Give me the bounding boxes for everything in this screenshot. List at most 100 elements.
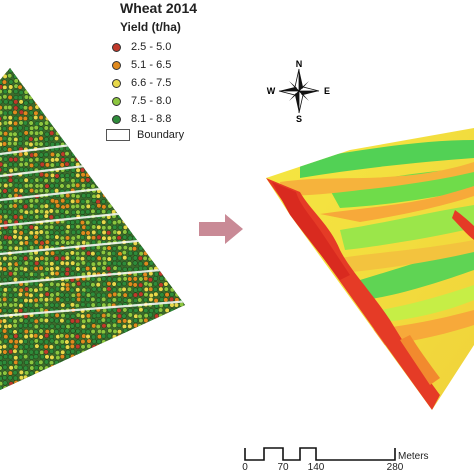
- yield-point: [33, 234, 39, 240]
- yield-point: [69, 224, 76, 230]
- yield-point: [96, 261, 102, 267]
- yield-point: [95, 313, 101, 319]
- yield-point: [48, 214, 54, 220]
- yield-point: [38, 365, 44, 371]
- yield-point: [2, 256, 8, 262]
- yield-point: [95, 251, 101, 257]
- yield-point: [28, 115, 34, 121]
- yield-point: [164, 307, 170, 313]
- yield-point: [64, 255, 70, 261]
- yield-point: [64, 235, 71, 241]
- yield-point: [49, 323, 55, 329]
- yield-point: [18, 369, 24, 375]
- yield-point: [69, 333, 75, 339]
- yield-point: [0, 88, 3, 95]
- yield-point: [112, 224, 118, 230]
- yield-point: [17, 291, 23, 298]
- yield-point: [106, 245, 112, 251]
- yield-point: [17, 235, 23, 241]
- yield-point: [39, 208, 45, 215]
- yield-point: [0, 95, 3, 101]
- yield-point: [70, 282, 77, 288]
- yield-point: [44, 239, 50, 245]
- yield-point: [43, 270, 49, 276]
- yield-point: [111, 297, 117, 303]
- yield-point: [1, 359, 8, 366]
- yield-point: [85, 296, 91, 303]
- yield-point: [0, 323, 3, 329]
- transform-arrow-icon: [199, 214, 243, 244]
- yield-point: [106, 260, 112, 266]
- yield-point: [2, 204, 9, 210]
- yield-point: [54, 265, 60, 271]
- harvest-row-line: [0, 299, 185, 318]
- yield-point: [65, 313, 71, 319]
- yield-point: [148, 260, 154, 266]
- yield-point: [12, 203, 18, 209]
- yield-point: [86, 338, 92, 344]
- yield-point: [7, 318, 13, 324]
- yield-point: [0, 167, 3, 173]
- yield-point: [13, 239, 19, 245]
- yield-point: [49, 203, 55, 209]
- yield-point: [38, 286, 44, 292]
- boundary-swatch-icon: [106, 129, 130, 141]
- yield-point: [43, 302, 50, 308]
- yield-point: [55, 324, 61, 330]
- yield-point: [100, 317, 106, 323]
- yield-point: [122, 292, 128, 298]
- yield-point: [17, 125, 23, 131]
- yield-point: [7, 94, 13, 100]
- yield-point: [85, 323, 92, 329]
- yield-point: [2, 328, 8, 334]
- yield-point: [85, 177, 91, 183]
- yield-point: [18, 162, 24, 168]
- yield-point: [95, 324, 101, 330]
- yield-point: [65, 344, 71, 350]
- yield-point: [18, 188, 24, 194]
- yield-point: [17, 183, 23, 189]
- yield-point: [48, 136, 54, 142]
- yield-point: [143, 317, 149, 323]
- yield-point: [64, 177, 70, 183]
- yield-point: [54, 135, 60, 142]
- legend-label: 6.6 - 7.5: [131, 77, 172, 89]
- yield-point: [60, 286, 66, 292]
- yield-point: [38, 214, 44, 220]
- yield-point: [100, 199, 106, 205]
- yield-point: [18, 208, 24, 214]
- yield-point: [91, 224, 97, 230]
- yield-point: [64, 151, 70, 157]
- yield-point: [122, 234, 128, 240]
- yield-point: [69, 271, 75, 277]
- yield-point: [2, 94, 8, 100]
- yield-point: [7, 229, 13, 235]
- yield-point: [75, 198, 81, 204]
- yield-point: [0, 99, 3, 105]
- yield-point: [38, 229, 44, 235]
- yield-point: [38, 235, 44, 241]
- legend-dot-icon: [112, 60, 121, 70]
- yield-point: [64, 333, 70, 339]
- yield-point: [33, 318, 39, 324]
- yield-point: [28, 157, 34, 163]
- yield-point: [7, 276, 13, 282]
- yield-point: [44, 172, 50, 178]
- yield-point: [74, 334, 80, 340]
- yield-point: [85, 219, 91, 226]
- yield-point: [8, 343, 14, 349]
- legend-item: 2.5 - 5.0: [112, 39, 171, 55]
- yield-point: [101, 333, 107, 339]
- yield-point: [13, 214, 19, 220]
- yield-point: [70, 172, 76, 178]
- yield-point: [34, 198, 40, 204]
- yield-point: [28, 214, 34, 220]
- yield-point: [22, 120, 28, 126]
- yield-point: [23, 161, 29, 167]
- yield-point: [107, 219, 113, 225]
- yield-point: [60, 239, 66, 245]
- yield-point: [2, 245, 9, 251]
- yield-point: [38, 297, 44, 303]
- yield-point: [22, 266, 28, 272]
- yield-point: [1, 126, 8, 132]
